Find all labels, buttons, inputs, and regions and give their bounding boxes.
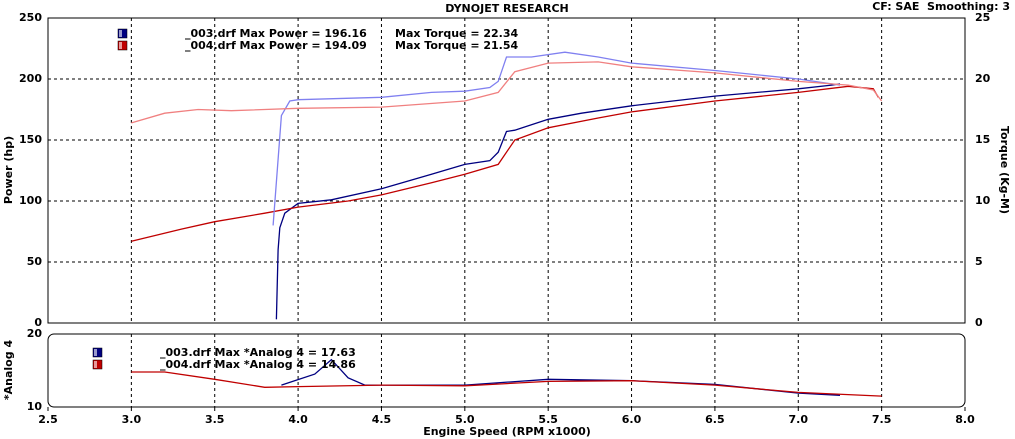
legend-swatch-shine bbox=[119, 42, 122, 49]
y-tick-label: 20 bbox=[27, 327, 43, 340]
chart-title: DYNOJET RESEARCH bbox=[445, 2, 568, 15]
y2-tick-label: 10 bbox=[975, 194, 991, 207]
x-tick-label: 8.0 bbox=[955, 413, 975, 426]
y-tick-label: 0 bbox=[34, 316, 42, 329]
legend-swatch bbox=[117, 28, 128, 39]
series-line bbox=[275, 83, 841, 320]
x-tick-label: 4.0 bbox=[288, 413, 308, 426]
y-tick-label: 150 bbox=[19, 133, 42, 146]
legend-label: _003.drf Max Power = 196.16 bbox=[185, 27, 367, 40]
y2-tick-label: 15 bbox=[975, 133, 990, 146]
plot-frame bbox=[47, 333, 966, 408]
x-tick-label: 3.0 bbox=[122, 413, 142, 426]
series-line bbox=[281, 358, 841, 396]
legend-label: Max Torque = 21.54 bbox=[395, 39, 519, 52]
x-tick-label: 7.5 bbox=[872, 413, 892, 426]
x-tick-label: 2.5 bbox=[38, 413, 58, 426]
y2-tick-label: 20 bbox=[975, 72, 991, 85]
series-line bbox=[131, 85, 879, 242]
y-tick-label: 10 bbox=[27, 400, 43, 413]
x-tick-label: 5.5 bbox=[538, 413, 558, 426]
legend-swatch bbox=[92, 347, 103, 358]
y2-tick-label: 25 bbox=[975, 11, 990, 24]
legend-label: Max Torque = 22.34 bbox=[395, 27, 519, 40]
y-axis-label: *Analog 4 bbox=[2, 340, 15, 401]
series-line bbox=[272, 51, 841, 226]
x-tick-label: 5.0 bbox=[455, 413, 475, 426]
legend-label: _004.drf Max Power = 194.09 bbox=[185, 39, 367, 52]
y2-axis-label: Torque (Kg-M) bbox=[998, 126, 1011, 214]
legend-swatch-shine bbox=[94, 349, 97, 356]
series-line bbox=[131, 371, 882, 397]
plot-frame bbox=[47, 17, 966, 324]
legend-swatch-shine bbox=[119, 30, 122, 37]
x-tick-label: 3.5 bbox=[205, 413, 225, 426]
x-tick-label: 6.5 bbox=[705, 413, 725, 426]
y-axis-label: Power (hp) bbox=[2, 136, 15, 204]
legend-swatch-shine bbox=[94, 361, 97, 368]
legend-label: _004.drf Max *Analog 4 = 14.86 bbox=[160, 358, 356, 371]
y-tick-label: 250 bbox=[19, 11, 42, 24]
x-tick-label: 6.0 bbox=[622, 413, 642, 426]
legend-label: _003.drf Max *Analog 4 = 17.63 bbox=[160, 346, 356, 359]
x-axis-label: Engine Speed (RPM x1000) bbox=[423, 425, 591, 438]
y-tick-label: 100 bbox=[19, 194, 42, 207]
legend-swatch bbox=[117, 40, 128, 51]
y2-tick-label: 5 bbox=[975, 255, 983, 268]
legend-swatch bbox=[92, 359, 103, 370]
y2-tick-label: 0 bbox=[975, 316, 983, 329]
y-tick-label: 50 bbox=[27, 255, 43, 268]
series-line bbox=[131, 61, 883, 124]
chart-subtitle: CF: SAE Smoothing: 3 bbox=[872, 0, 1010, 13]
x-tick-label: 4.5 bbox=[372, 413, 392, 426]
x-tick-label: 7.0 bbox=[789, 413, 809, 426]
y-tick-label: 200 bbox=[19, 72, 42, 85]
